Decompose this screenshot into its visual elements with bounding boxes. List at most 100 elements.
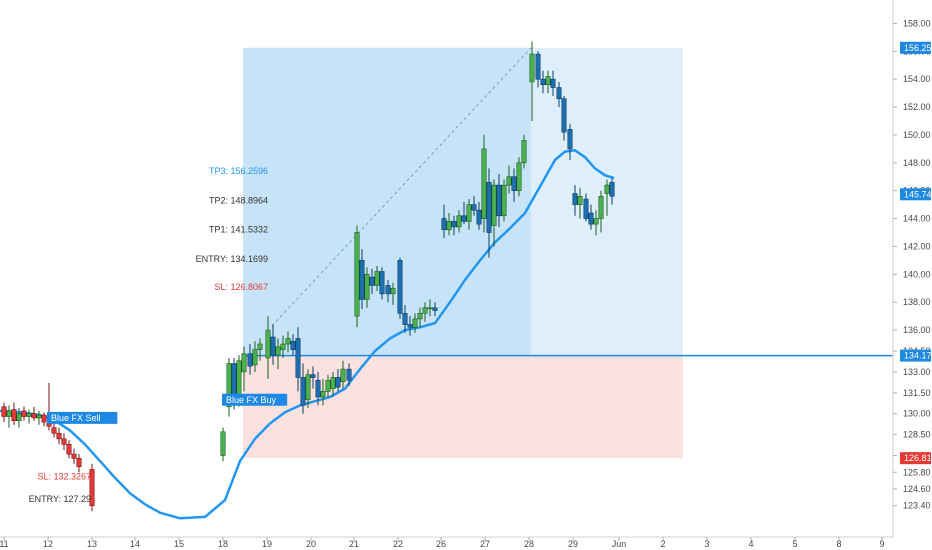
candle-body (220, 431, 226, 456)
position-zones (243, 47, 893, 459)
y-tick-label: 125.80 (903, 467, 931, 477)
y-tick-label: 144.00 (903, 214, 931, 224)
candle-up (6, 405, 12, 428)
candle-down (486, 168, 492, 258)
candle-body (511, 176, 517, 191)
candle-up (491, 179, 497, 247)
candle-up (280, 335, 286, 358)
candle-up (241, 346, 247, 392)
candle-down (397, 257, 403, 319)
candle-up (506, 165, 512, 194)
candle-body (346, 368, 352, 381)
price-axis[interactable]: 158.00156.00154.00152.00150.00148.00146.… (892, 0, 932, 537)
x-tick-label: 3 (704, 539, 709, 549)
candle-body (427, 307, 433, 310)
candle-down (385, 279, 391, 303)
candle-up (481, 134, 487, 233)
candle-body (295, 338, 301, 378)
candle-body (496, 184, 502, 217)
x-tick-label: 8 (836, 539, 841, 549)
x-tick-label: 20 (306, 539, 316, 549)
candle-body (21, 410, 27, 417)
signal-badge (47, 411, 118, 424)
candle-body (300, 377, 306, 406)
candle-body (369, 276, 375, 286)
candle-up (521, 134, 527, 169)
candle-body (41, 414, 47, 423)
x-tick-label: 5 (792, 539, 797, 549)
candle-body (598, 195, 604, 219)
candle-body (36, 414, 42, 419)
candle-body (290, 340, 296, 350)
candle-body (51, 427, 57, 434)
candle-body (561, 98, 567, 133)
ma-path (0, 149, 615, 520)
candle-up (226, 357, 232, 417)
price-badge-label: 126.81 (904, 453, 932, 463)
candle-up (598, 190, 604, 233)
candle-up (604, 179, 610, 216)
candle-body (476, 209, 482, 225)
candle-down (247, 344, 253, 375)
candle-up (593, 210, 599, 236)
candle-up (320, 378, 326, 406)
candle-body (379, 271, 385, 295)
candle-body (270, 336, 276, 356)
candle-up (516, 157, 522, 197)
x-tick-label: 9 (879, 539, 884, 549)
y-tick-label: 130.00 (903, 409, 931, 419)
candle-up (545, 70, 551, 94)
candle-down (346, 363, 352, 386)
x-tick-label: 22 (393, 539, 403, 549)
x-tick-label: 18 (218, 539, 228, 549)
candle-body (257, 343, 263, 350)
y-tick-label: 131.50 (903, 388, 931, 398)
level-label: TP1: 141.5332 (209, 225, 268, 235)
candle-up (340, 360, 346, 389)
candle-body (545, 76, 551, 86)
candles (1, 41, 615, 512)
candle-body (556, 87, 562, 99)
candle-down (583, 193, 589, 222)
candle-up (501, 179, 507, 222)
y-tick-label: 128.50 (903, 430, 931, 440)
candle-body (1, 406, 7, 417)
candle-body (471, 204, 477, 211)
candle-body (315, 379, 321, 398)
candle-down (295, 327, 301, 392)
candle-body (71, 453, 77, 459)
x-tick-label: 4 (748, 539, 753, 549)
candle-down (461, 201, 467, 225)
candle-up (446, 212, 452, 236)
candle-body (412, 318, 418, 328)
candle-down (61, 433, 67, 450)
x-tick-label: 14 (130, 539, 140, 549)
x-tick-label: 26 (436, 539, 446, 549)
candle-body (280, 343, 286, 350)
candle-down (535, 51, 541, 88)
candle-up (36, 410, 42, 425)
candle-body (461, 215, 467, 222)
candle-down (567, 123, 573, 161)
candle-up (390, 282, 396, 305)
x-tick-label: 21 (349, 539, 359, 549)
candle-up (275, 338, 281, 370)
candle-body (486, 182, 492, 233)
candle-body (335, 377, 341, 388)
candle-body (432, 307, 438, 311)
time-axis[interactable]: 11 12 13 14 15 18 19 20 21 22 26 27 28 29 Jun 2 3 4 5 8 9 (0, 536, 893, 549)
candle-up (374, 265, 380, 292)
candle-down (300, 363, 306, 414)
candle-down (31, 406, 37, 421)
candle-body (16, 413, 22, 421)
candle-body (340, 368, 346, 382)
candle-body (56, 432, 62, 440)
candle-body (577, 195, 583, 205)
candle-down (359, 249, 365, 310)
candle-body (588, 212, 594, 225)
candle-down (379, 267, 385, 300)
candle-down (290, 334, 296, 356)
price-badge-label: 156.25 (904, 43, 932, 53)
candle-body (407, 324, 413, 328)
